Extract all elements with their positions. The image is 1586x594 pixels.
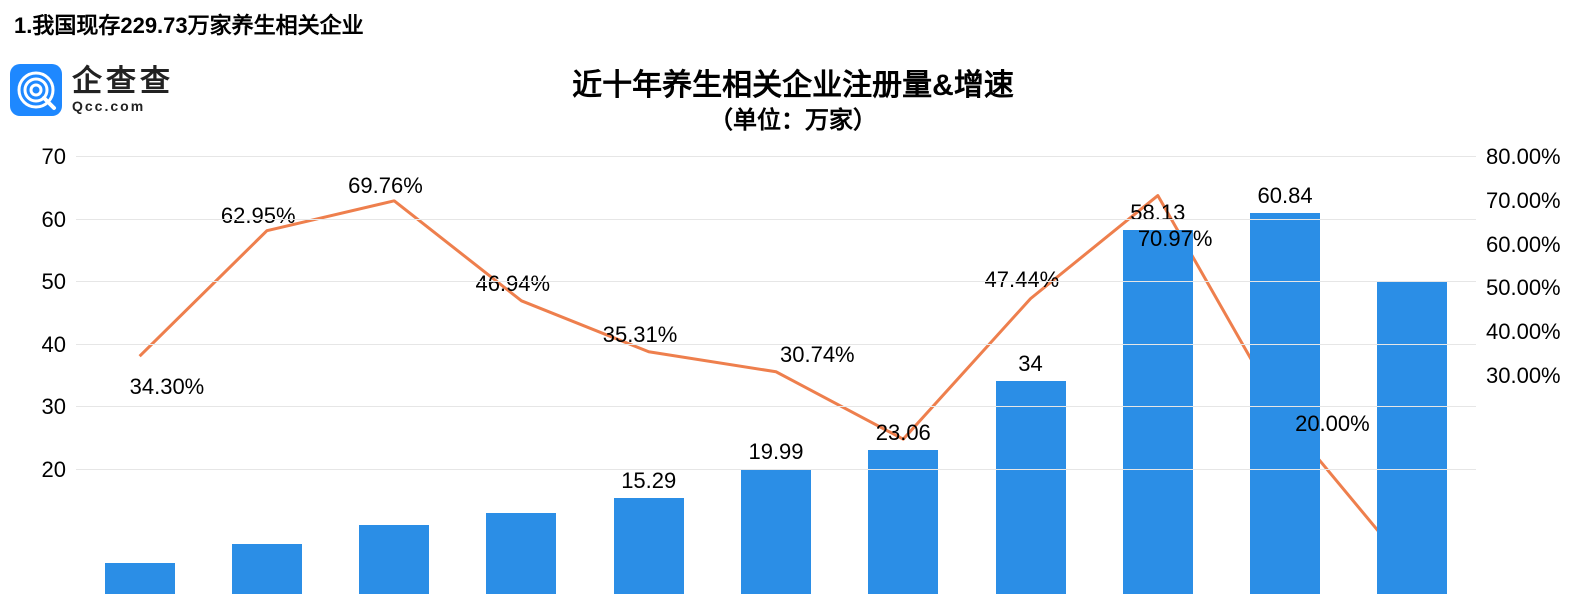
bar [1123,230,1193,594]
y-right-tick: 30.00% [1486,363,1586,389]
bar-value-label: 34 [1018,351,1042,377]
gridline [76,156,1476,157]
bar-value-label: 19.99 [748,439,803,465]
bar-value-label: 15.29 [621,468,676,494]
gridline [76,219,1476,220]
y-left-tick: 20 [6,457,66,483]
bar [359,525,429,594]
y-right-tick: 80.00% [1486,144,1586,170]
line-value-label: 70.97% [1138,226,1213,252]
chart-subtitle: （单位：万家） [0,100,1586,135]
line-value-label: 30.74% [780,342,855,368]
y-left-tick: 30 [6,394,66,420]
gridline [76,344,1476,345]
chart-title: 近十年养生相关企业注册量&增速 [0,60,1586,104]
line-value-label: 20.00% [1295,411,1370,437]
y-right-tick: 60.00% [1486,232,1586,258]
y-left-tick: 50 [6,269,66,295]
page-heading: 1.我国现存229.73万家养生相关企业 [0,0,1586,40]
bar [1250,213,1320,594]
bar-value-label: 60.84 [1258,183,1313,209]
gridline [76,469,1476,470]
line-value-label: 69.76% [348,173,423,199]
combo-chart: 15.29 19.99 23.06 34 58.13 60.84 34.30% 62.95% 6… [0,140,1586,594]
plot-area: 15.29 19.99 23.06 34 58.13 60.84 34.30% 62.95% 6… [76,156,1476,594]
y-right-tick: 50.00% [1486,275,1586,301]
y-right-tick: 40.00% [1486,319,1586,345]
bar-value-label: 58.13 [1130,200,1185,226]
line-value-label: 46.94% [475,271,550,297]
gridline [76,406,1476,407]
y-left-tick: 70 [6,144,66,170]
line-value-label: 34.30% [130,374,205,400]
bar [1377,281,1447,594]
bar [996,381,1066,594]
y-left-tick: 40 [6,332,66,358]
line-value-label: 62.95% [221,203,296,229]
bar [105,563,175,594]
bar [868,450,938,594]
bar [486,513,556,594]
bar-value-label: 23.06 [876,420,931,446]
bar [741,469,811,594]
y-left-tick: 60 [6,207,66,233]
line-value-label: 47.44% [985,267,1060,293]
bar [614,498,684,594]
gridline [76,281,1476,282]
bar [232,544,302,594]
y-right-tick: 70.00% [1486,188,1586,214]
